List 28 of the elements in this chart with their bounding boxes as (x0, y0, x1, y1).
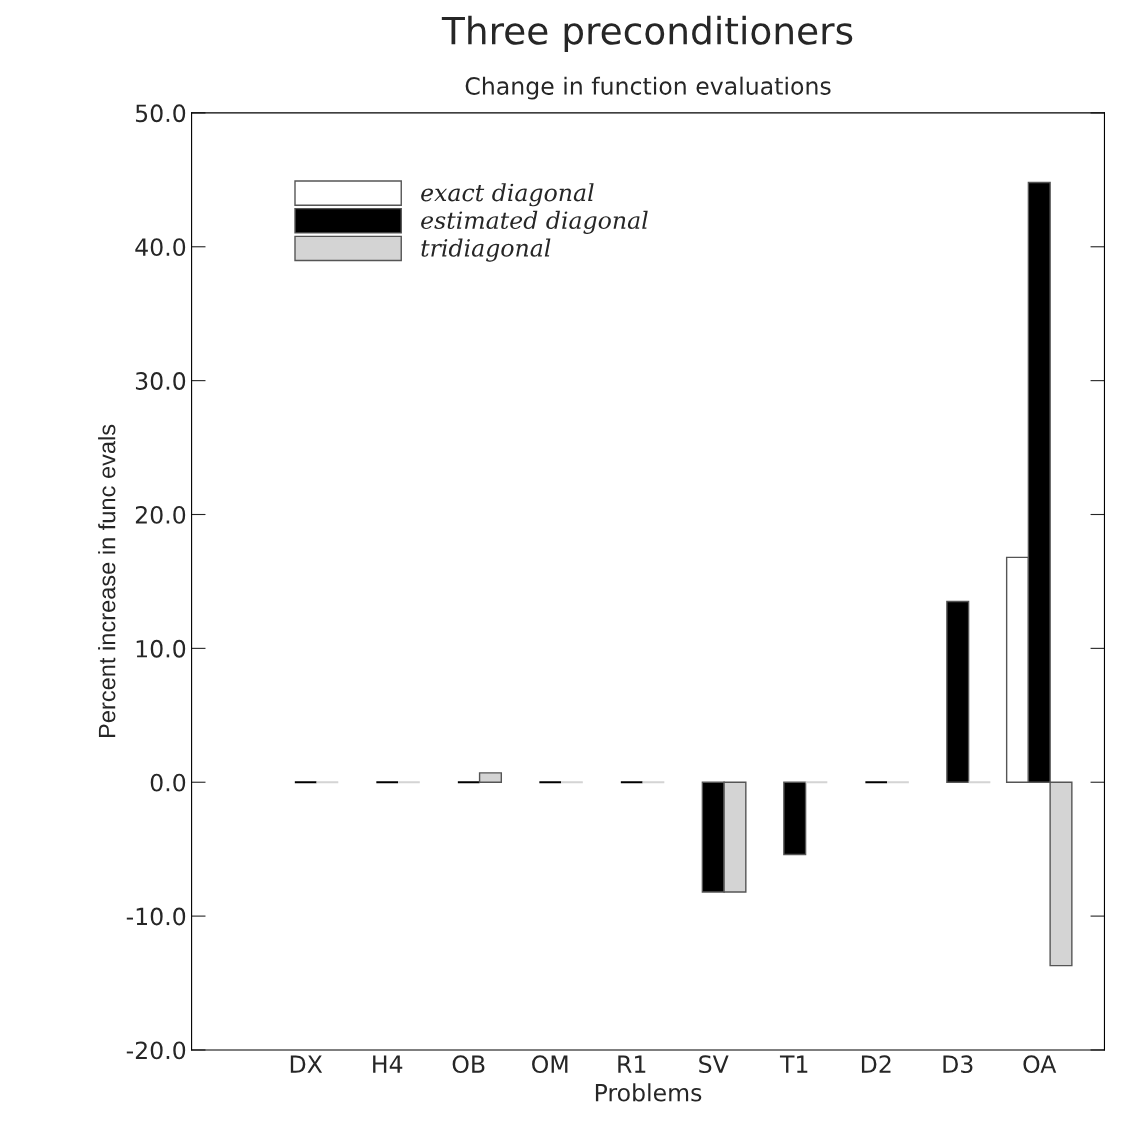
bar (478, 772, 503, 783)
chart-subtitle: Change in function evaluations (465, 76, 831, 100)
bar (783, 781, 807, 856)
x-tick-label: SV (699, 1055, 729, 1074)
y-tick-label: 40.0 (135, 238, 186, 257)
x-tick-label: R1 (618, 1055, 646, 1073)
x-tick-label: OA (1023, 1055, 1057, 1074)
legend-label: exact diagonal (421, 183, 594, 207)
x-tick-label: OB (452, 1055, 485, 1074)
chart-title: Three preconditioners (441, 15, 853, 53)
y-axis-title: Percent increase in func evals (98, 424, 116, 737)
legend-label: estimated diagonal (421, 210, 648, 234)
y-tick-label: 50.0 (135, 104, 186, 123)
x-tick-label: D2 (861, 1055, 891, 1073)
x-tick-label: DX (290, 1055, 323, 1073)
x-tick-label: H4 (373, 1055, 403, 1073)
y-tick-label: 20.0 (135, 505, 186, 524)
legend-label: tridiagonal (421, 238, 551, 262)
y-tick-label: -20.0 (126, 1041, 186, 1060)
x-tick-label: OM (532, 1055, 568, 1074)
bar (946, 600, 970, 783)
y-tick-label: -10.0 (126, 907, 186, 926)
y-tick-label: 30.0 (135, 372, 186, 390)
x-axis-title: Problems (595, 1083, 702, 1102)
y-tick-label: 0.0 (150, 773, 186, 792)
x-tick-label: D3 (943, 1055, 973, 1074)
x-tick-label: T1 (779, 1055, 808, 1073)
y-tick-label: 10.0 (136, 639, 186, 658)
